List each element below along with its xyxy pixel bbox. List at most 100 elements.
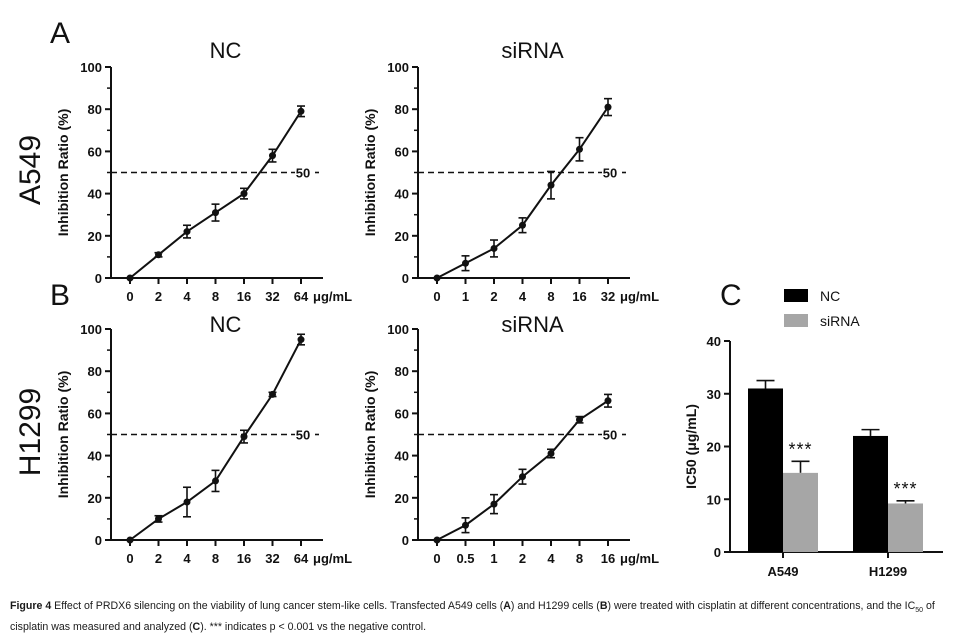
data-point — [490, 244, 498, 252]
y-axis-label: Inhibition Ratio (%) — [55, 371, 71, 499]
bar-nc — [853, 435, 888, 552]
x-tick-label: 64 — [294, 551, 309, 566]
y-tick-label: 60 — [88, 406, 102, 421]
x-tick-label: 32 — [265, 551, 279, 566]
data-point — [576, 145, 583, 153]
data-point — [126, 274, 134, 282]
legend-swatch-sirna — [784, 314, 808, 327]
x-unit-label: μg/mL — [620, 551, 659, 566]
data-point — [462, 259, 469, 267]
data-line — [129, 339, 302, 541]
data-point — [240, 433, 248, 441]
data-point — [433, 536, 441, 544]
data-point — [269, 152, 276, 160]
legend-label-sirna: siRNA — [820, 313, 860, 329]
y-tick-label: 40 — [395, 187, 409, 202]
data-point — [155, 251, 162, 259]
panel-title: NC — [210, 38, 242, 63]
caption-ref-a: A — [503, 600, 511, 612]
y-tick-label: 0 — [402, 271, 409, 286]
x-tick-label: 1 — [462, 289, 469, 304]
x-tick-label: A549 — [767, 564, 798, 579]
significance-label: *** — [788, 439, 812, 459]
y-tick-label: 40 — [395, 449, 409, 464]
x-tick-label: 1 — [490, 551, 497, 566]
x-tick-label: 32 — [601, 289, 615, 304]
y-tick-label: 60 — [88, 144, 102, 159]
x-tick-label: 8 — [212, 551, 219, 566]
x-tick-label: 0.5 — [456, 551, 474, 566]
x-tick-label: 2 — [490, 289, 497, 304]
line-chart-a-sirna: 0 20 40 60 80 100 Inhibition Ratio (%) siRNA 0 1 2… — [362, 38, 659, 304]
data-point — [576, 416, 583, 424]
x-tick-label: 16 — [572, 289, 586, 304]
data-point — [212, 209, 219, 217]
x-unit-label: μg/mL — [620, 289, 659, 304]
row-label-a549: A549 — [14, 135, 47, 205]
reference-line-label: 50 — [296, 428, 310, 443]
y-tick-label: 0 — [95, 533, 102, 548]
y-axis-label: Inhibition Ratio (%) — [362, 371, 378, 499]
caption-text: ) and H1299 cells ( — [510, 600, 600, 612]
x-tick-label: 32 — [265, 289, 279, 304]
x-tick-label: H1299 — [869, 564, 907, 579]
bar-sirna — [783, 472, 818, 552]
panel-title: siRNA — [501, 312, 564, 337]
y-tick-label: 60 — [395, 144, 409, 159]
y-tick-label: 0 — [95, 271, 102, 286]
x-tick-label: 8 — [576, 551, 583, 566]
y-tick-label: 20 — [395, 491, 409, 506]
data-line — [436, 106, 609, 279]
data-point — [155, 515, 162, 523]
panel-label-a: A — [50, 17, 70, 50]
figure: A B C A549 H1299 020406080100Inhibition … — [14, 17, 943, 579]
bar-chart-ic50: 0 10 20 30 40 IC50 (μg/mL) A549 *** H1299 *** NC si… — [683, 288, 943, 579]
data-point — [297, 107, 305, 115]
data-point — [519, 221, 526, 229]
y-tick-label: 80 — [88, 364, 102, 379]
x-unit-label: μg/mL — [313, 551, 352, 566]
data-point — [462, 521, 469, 529]
panel-title: siRNA — [501, 38, 564, 63]
line-chart-b-sirna: 0 20 40 60 80 100 Inhibition Ratio (%) siRNA 0 0.… — [362, 312, 659, 566]
x-tick-label: 2 — [155, 289, 162, 304]
panel-title: NC — [210, 312, 242, 337]
y-tick-label: 80 — [395, 364, 409, 379]
x-tick-label: 16 — [237, 289, 251, 304]
y-tick-label: 20 — [707, 440, 721, 455]
data-point — [269, 390, 276, 398]
caption-text: ) were treated with cisplatin at differe… — [607, 600, 916, 612]
data-point — [240, 190, 248, 198]
x-tick-label: 4 — [519, 289, 527, 304]
caption-text: of cisplatin was measured and analyzed ( — [10, 600, 935, 634]
y-tick-label: 20 — [88, 229, 102, 244]
panel-label-c: C — [720, 279, 742, 312]
x-tick-label: 8 — [547, 289, 554, 304]
caption-text: Effect of PRDX6 silencing on the viabili… — [51, 600, 504, 612]
y-tick-label: 20 — [395, 229, 409, 244]
caption-subscript: 50 — [915, 607, 924, 615]
x-tick-label: 16 — [601, 551, 615, 566]
y-tick-label: 40 — [88, 187, 102, 202]
x-tick-label: 0 — [433, 551, 440, 566]
caption-lead: Figure 4 — [10, 600, 52, 612]
y-tick-label: 80 — [395, 102, 409, 117]
y-tick-label: 100 — [80, 322, 102, 337]
y-axis-label: Inhibition Ratio (%) — [55, 109, 71, 237]
x-tick-label: 4 — [183, 551, 191, 566]
data-point — [547, 449, 555, 457]
data-point — [183, 228, 191, 236]
y-tick-label: 100 — [387, 322, 409, 337]
y-axis-label: Inhibition Ratio (%) — [362, 109, 378, 237]
panel-label-b: B — [50, 279, 70, 312]
y-tick-label: 0 — [714, 545, 721, 560]
data-point — [604, 103, 612, 111]
x-tick-label: 64 — [294, 289, 309, 304]
significance-label: *** — [893, 479, 917, 499]
legend-swatch-nc — [784, 289, 808, 302]
x-tick-label: 4 — [183, 289, 191, 304]
x-tick-label: 0 — [126, 289, 133, 304]
data-point — [547, 181, 555, 189]
caption-ref-c: C — [192, 621, 201, 634]
x-tick-label: 2 — [519, 551, 526, 566]
